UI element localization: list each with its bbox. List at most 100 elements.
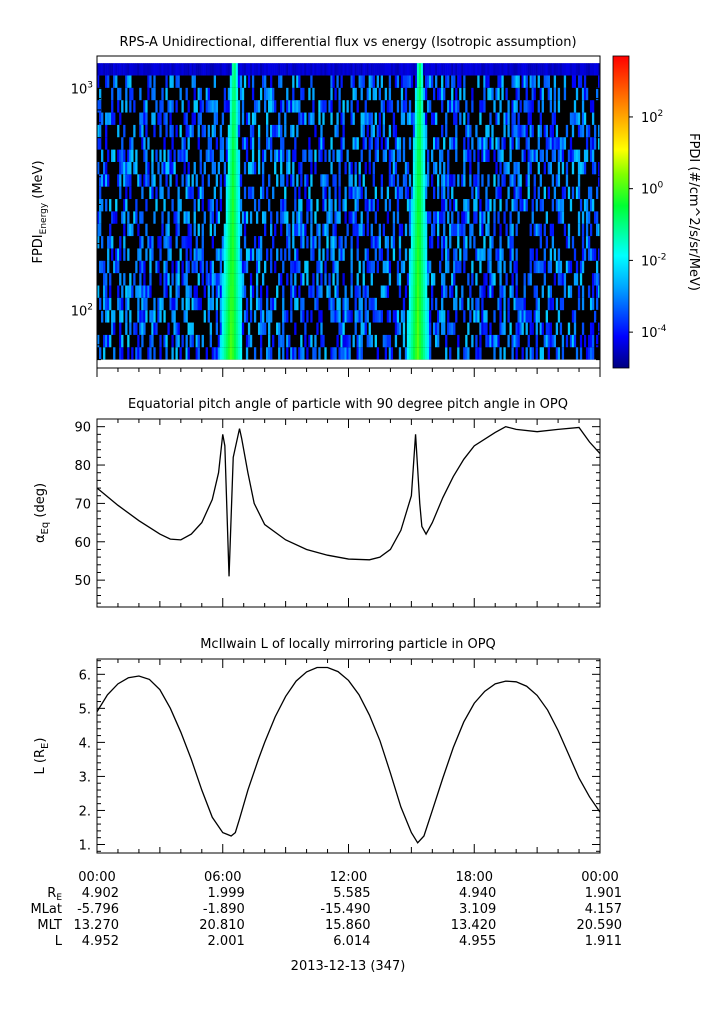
- spectrogram-cell: [239, 174, 243, 187]
- spectrogram-y-tick-label: 103: [71, 80, 93, 97]
- spectrogram-cell: [99, 87, 102, 101]
- spectrogram-cell: [441, 124, 444, 138]
- spectrogram-cell: [549, 63, 553, 76]
- spectrogram-cell: [191, 75, 194, 88]
- spectrogram-cell: [177, 211, 180, 224]
- spectrogram-cell: [169, 236, 172, 249]
- spectrogram-cell: [247, 63, 251, 76]
- y-tick-label: 1.: [79, 838, 91, 853]
- spectrogram-cell: [495, 63, 498, 76]
- spectrogram-cell: [543, 186, 546, 200]
- spectrogram-cell: [308, 137, 311, 150]
- colorbar-label: FPDI (#/cm^2/s/sr/MeV): [686, 133, 701, 291]
- spectrogram-cell: [412, 310, 416, 323]
- spectrogram-cell: [292, 100, 295, 113]
- spectrogram-cell: [149, 310, 152, 323]
- spectrogram-cell: [121, 149, 124, 162]
- spectrogram-cell: [183, 137, 186, 150]
- spectrogram-cell: [261, 63, 265, 76]
- spectrogram-cell: [175, 211, 178, 224]
- spectrogram-cell: [235, 285, 239, 298]
- spectrogram-cell: [233, 248, 237, 261]
- spectrogram-cell: [529, 112, 532, 125]
- spectrogram-cell: [416, 137, 420, 150]
- spectrogram-cell: [221, 112, 225, 125]
- spectrogram-cell: [185, 248, 188, 261]
- spectrogram-cell: [376, 199, 379, 212]
- spectrogram-cell: [511, 334, 514, 348]
- spectrogram-cell: [497, 87, 500, 101]
- spectrogram-cell: [374, 310, 377, 323]
- spectrogram-cell: [575, 186, 579, 200]
- spectrogram-cell: [356, 273, 359, 286]
- spectrogram-cell: [207, 149, 210, 162]
- spectrogram-cell: [430, 149, 434, 162]
- spectrogram-cell: [587, 211, 591, 224]
- spectrogram-cell: [489, 112, 492, 125]
- spectrogram-cell: [475, 334, 478, 348]
- spectrogram-cell: [207, 285, 210, 298]
- spectrogram-cell: [364, 186, 367, 200]
- spectrogram-cell: [441, 211, 444, 224]
- spectrogram-cell: [121, 161, 124, 175]
- spectrogram-cell: [505, 87, 508, 101]
- spectrogram-cell: [239, 347, 243, 360]
- spectrogram-cell: [266, 248, 269, 261]
- y-tick-label: 4.: [79, 736, 91, 751]
- spectrogram-cell: [324, 186, 327, 200]
- spectrogram-cell: [479, 260, 482, 274]
- spectrogram-cell: [221, 236, 225, 249]
- spectrogram-cell: [495, 161, 498, 175]
- spectrogram-cell: [143, 137, 146, 150]
- spectrogram-cell: [577, 174, 581, 187]
- spectrogram-cell: [595, 297, 599, 311]
- spectrogram-cell: [527, 137, 530, 150]
- spectrogram-cell: [420, 63, 424, 76]
- spectrogram-cell: [447, 248, 450, 261]
- spectrogram-cell: [239, 297, 243, 311]
- spectrogram-cell: [213, 100, 217, 113]
- spectrogram-cell: [253, 236, 257, 249]
- spectrogram-cell: [304, 174, 307, 187]
- spectrogram-cell: [183, 273, 186, 286]
- spectrogram-cell: [437, 223, 440, 237]
- spectrogram-cell: [457, 260, 460, 274]
- spectrogram-cell: [428, 260, 432, 274]
- spectrogram-cell: [320, 334, 323, 348]
- spectrogram-cell: [280, 223, 283, 237]
- spectrogram-cell: [537, 223, 540, 237]
- spectrogram-cell: [523, 149, 526, 162]
- ephemeris-value: -1.890: [203, 902, 245, 917]
- spectrogram-cell: [384, 236, 388, 249]
- spectrogram-cell: [159, 273, 162, 286]
- spectrogram-cell: [251, 137, 255, 150]
- spectrogram-cell: [175, 63, 178, 76]
- spectrogram-cell: [294, 100, 297, 113]
- spectrogram-cell: [382, 334, 386, 348]
- spectrogram-cell: [491, 124, 494, 138]
- spectrogram-cell: [157, 161, 160, 175]
- spectrogram-cell: [316, 273, 319, 286]
- spectrogram-cell: [342, 112, 345, 125]
- spectrogram-cell: [348, 211, 351, 224]
- spectrogram-cell: [346, 63, 349, 76]
- spectrogram-cell: [171, 273, 174, 286]
- spectrogram-cell: [412, 322, 416, 335]
- spectrogram-cell: [414, 161, 418, 175]
- spectrogram-cell: [368, 322, 371, 335]
- spectrogram-cell: [145, 124, 148, 138]
- spectrogram-cell: [571, 334, 575, 348]
- spectrogram-cell: [261, 186, 265, 200]
- spectrogram-cell: [388, 260, 392, 274]
- spectrogram-cell: [549, 124, 553, 138]
- spectrogram-cell: [229, 174, 233, 187]
- spectrogram-cell: [344, 297, 347, 311]
- spectrogram-cell: [99, 347, 102, 360]
- spectrogram-cell: [193, 211, 196, 224]
- time-tick-label: 12:00: [330, 870, 367, 885]
- spectrogram-cell: [282, 285, 285, 298]
- spectrogram-cell: [511, 285, 514, 298]
- spectrogram-cell: [358, 223, 361, 237]
- spectrogram-cell: [396, 322, 400, 335]
- spectrogram-cell: [402, 112, 406, 125]
